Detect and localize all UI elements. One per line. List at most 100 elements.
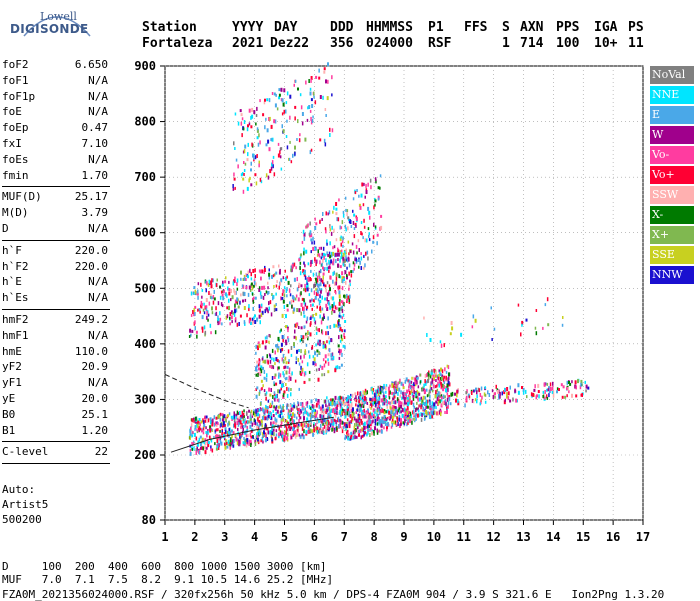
echo-point <box>305 80 307 85</box>
echo-point <box>291 263 294 268</box>
echo-point <box>226 314 229 319</box>
echo-point <box>315 312 318 316</box>
echo-point <box>291 371 293 376</box>
echo-point <box>281 434 284 438</box>
echo-point <box>379 186 381 190</box>
echo-point <box>304 302 307 307</box>
echo-point <box>384 396 386 401</box>
param-row: h`F 220.0 <box>2 244 108 260</box>
echo-point <box>448 395 451 398</box>
echo-point <box>324 284 327 288</box>
echo-point <box>268 147 271 152</box>
echo-point <box>240 270 242 275</box>
echo-point <box>315 287 317 291</box>
echo-point <box>237 305 240 309</box>
echo-point <box>322 275 324 280</box>
echo-point <box>208 279 211 284</box>
echo-point <box>271 160 274 165</box>
echo-point <box>348 271 350 276</box>
muf-row: MUF 7.0 7.1 7.5 8.2 9.1 10.5 14.6 25.2 [… <box>2 573 334 586</box>
param-name: foF1 <box>2 73 29 87</box>
echo-point <box>440 367 442 372</box>
echo-point <box>298 423 300 427</box>
echo-point <box>404 411 407 415</box>
echo-point <box>417 407 419 411</box>
echo-point <box>206 418 208 423</box>
echo-point <box>344 258 346 263</box>
echo-point <box>193 291 195 295</box>
echo-point <box>335 276 338 281</box>
echo-point <box>318 275 321 279</box>
echo-point <box>199 435 202 439</box>
echo-point <box>194 427 196 431</box>
echo-point <box>413 411 416 416</box>
echo-point <box>190 423 193 428</box>
echo-point <box>280 342 283 347</box>
echo-point <box>331 427 333 432</box>
echo-point <box>305 343 308 347</box>
echo-point <box>238 439 240 443</box>
echo-point <box>328 421 330 426</box>
echo-point <box>438 369 440 373</box>
echo-point <box>400 418 402 423</box>
echo-point <box>472 400 475 404</box>
echo-point <box>223 432 226 437</box>
echo-point <box>337 263 340 268</box>
echo-point <box>405 395 408 399</box>
echo-point <box>575 394 578 398</box>
echo-point <box>394 410 397 414</box>
echo-point <box>546 297 549 302</box>
echo-point <box>284 434 287 438</box>
echo-point <box>271 357 273 361</box>
echo-point <box>210 280 213 285</box>
echo-point <box>298 282 301 287</box>
echo-point <box>300 410 303 414</box>
echo-point <box>324 417 327 422</box>
echo-point <box>334 281 336 286</box>
echo-point <box>351 242 354 246</box>
echo-point <box>194 420 197 424</box>
echo-point <box>304 271 306 275</box>
echo-point <box>340 349 342 354</box>
echo-point <box>302 435 305 440</box>
echo-point <box>265 391 268 395</box>
echo-point <box>424 379 426 384</box>
echo-point <box>285 101 288 105</box>
echo-point <box>194 416 197 421</box>
echo-point <box>252 269 255 273</box>
echo-point <box>432 407 434 412</box>
echo-point <box>243 306 246 310</box>
echo-point <box>358 265 360 269</box>
echo-point <box>217 301 220 306</box>
echo-point <box>347 433 350 437</box>
echo-point <box>338 356 341 360</box>
echo-point <box>191 447 193 451</box>
echo-point <box>405 408 408 412</box>
echo-point <box>410 390 412 394</box>
echo-point <box>350 393 352 397</box>
echo-point <box>436 384 438 388</box>
echo-point <box>451 326 454 331</box>
echo-point <box>332 271 334 276</box>
echo-point <box>342 210 345 214</box>
echo-point <box>367 182 369 187</box>
echo-point <box>269 354 272 359</box>
echo-point <box>290 376 292 381</box>
y-tick-label: 200 <box>134 448 156 462</box>
echo-point <box>496 388 499 392</box>
echo-point <box>321 295 323 300</box>
echo-point <box>200 282 202 287</box>
echo-point <box>354 392 357 396</box>
echo-point <box>449 332 452 336</box>
echo-point <box>307 426 310 431</box>
echo-point <box>398 409 401 414</box>
echo-point <box>254 314 256 318</box>
echo-point <box>428 392 430 397</box>
echo-point <box>457 401 460 406</box>
echo-point <box>226 306 229 310</box>
virtual-height-dashed-curve <box>164 373 249 409</box>
echo-point <box>288 359 290 363</box>
echo-point <box>308 378 311 382</box>
echo-point <box>344 196 347 200</box>
echo-point <box>430 410 432 415</box>
